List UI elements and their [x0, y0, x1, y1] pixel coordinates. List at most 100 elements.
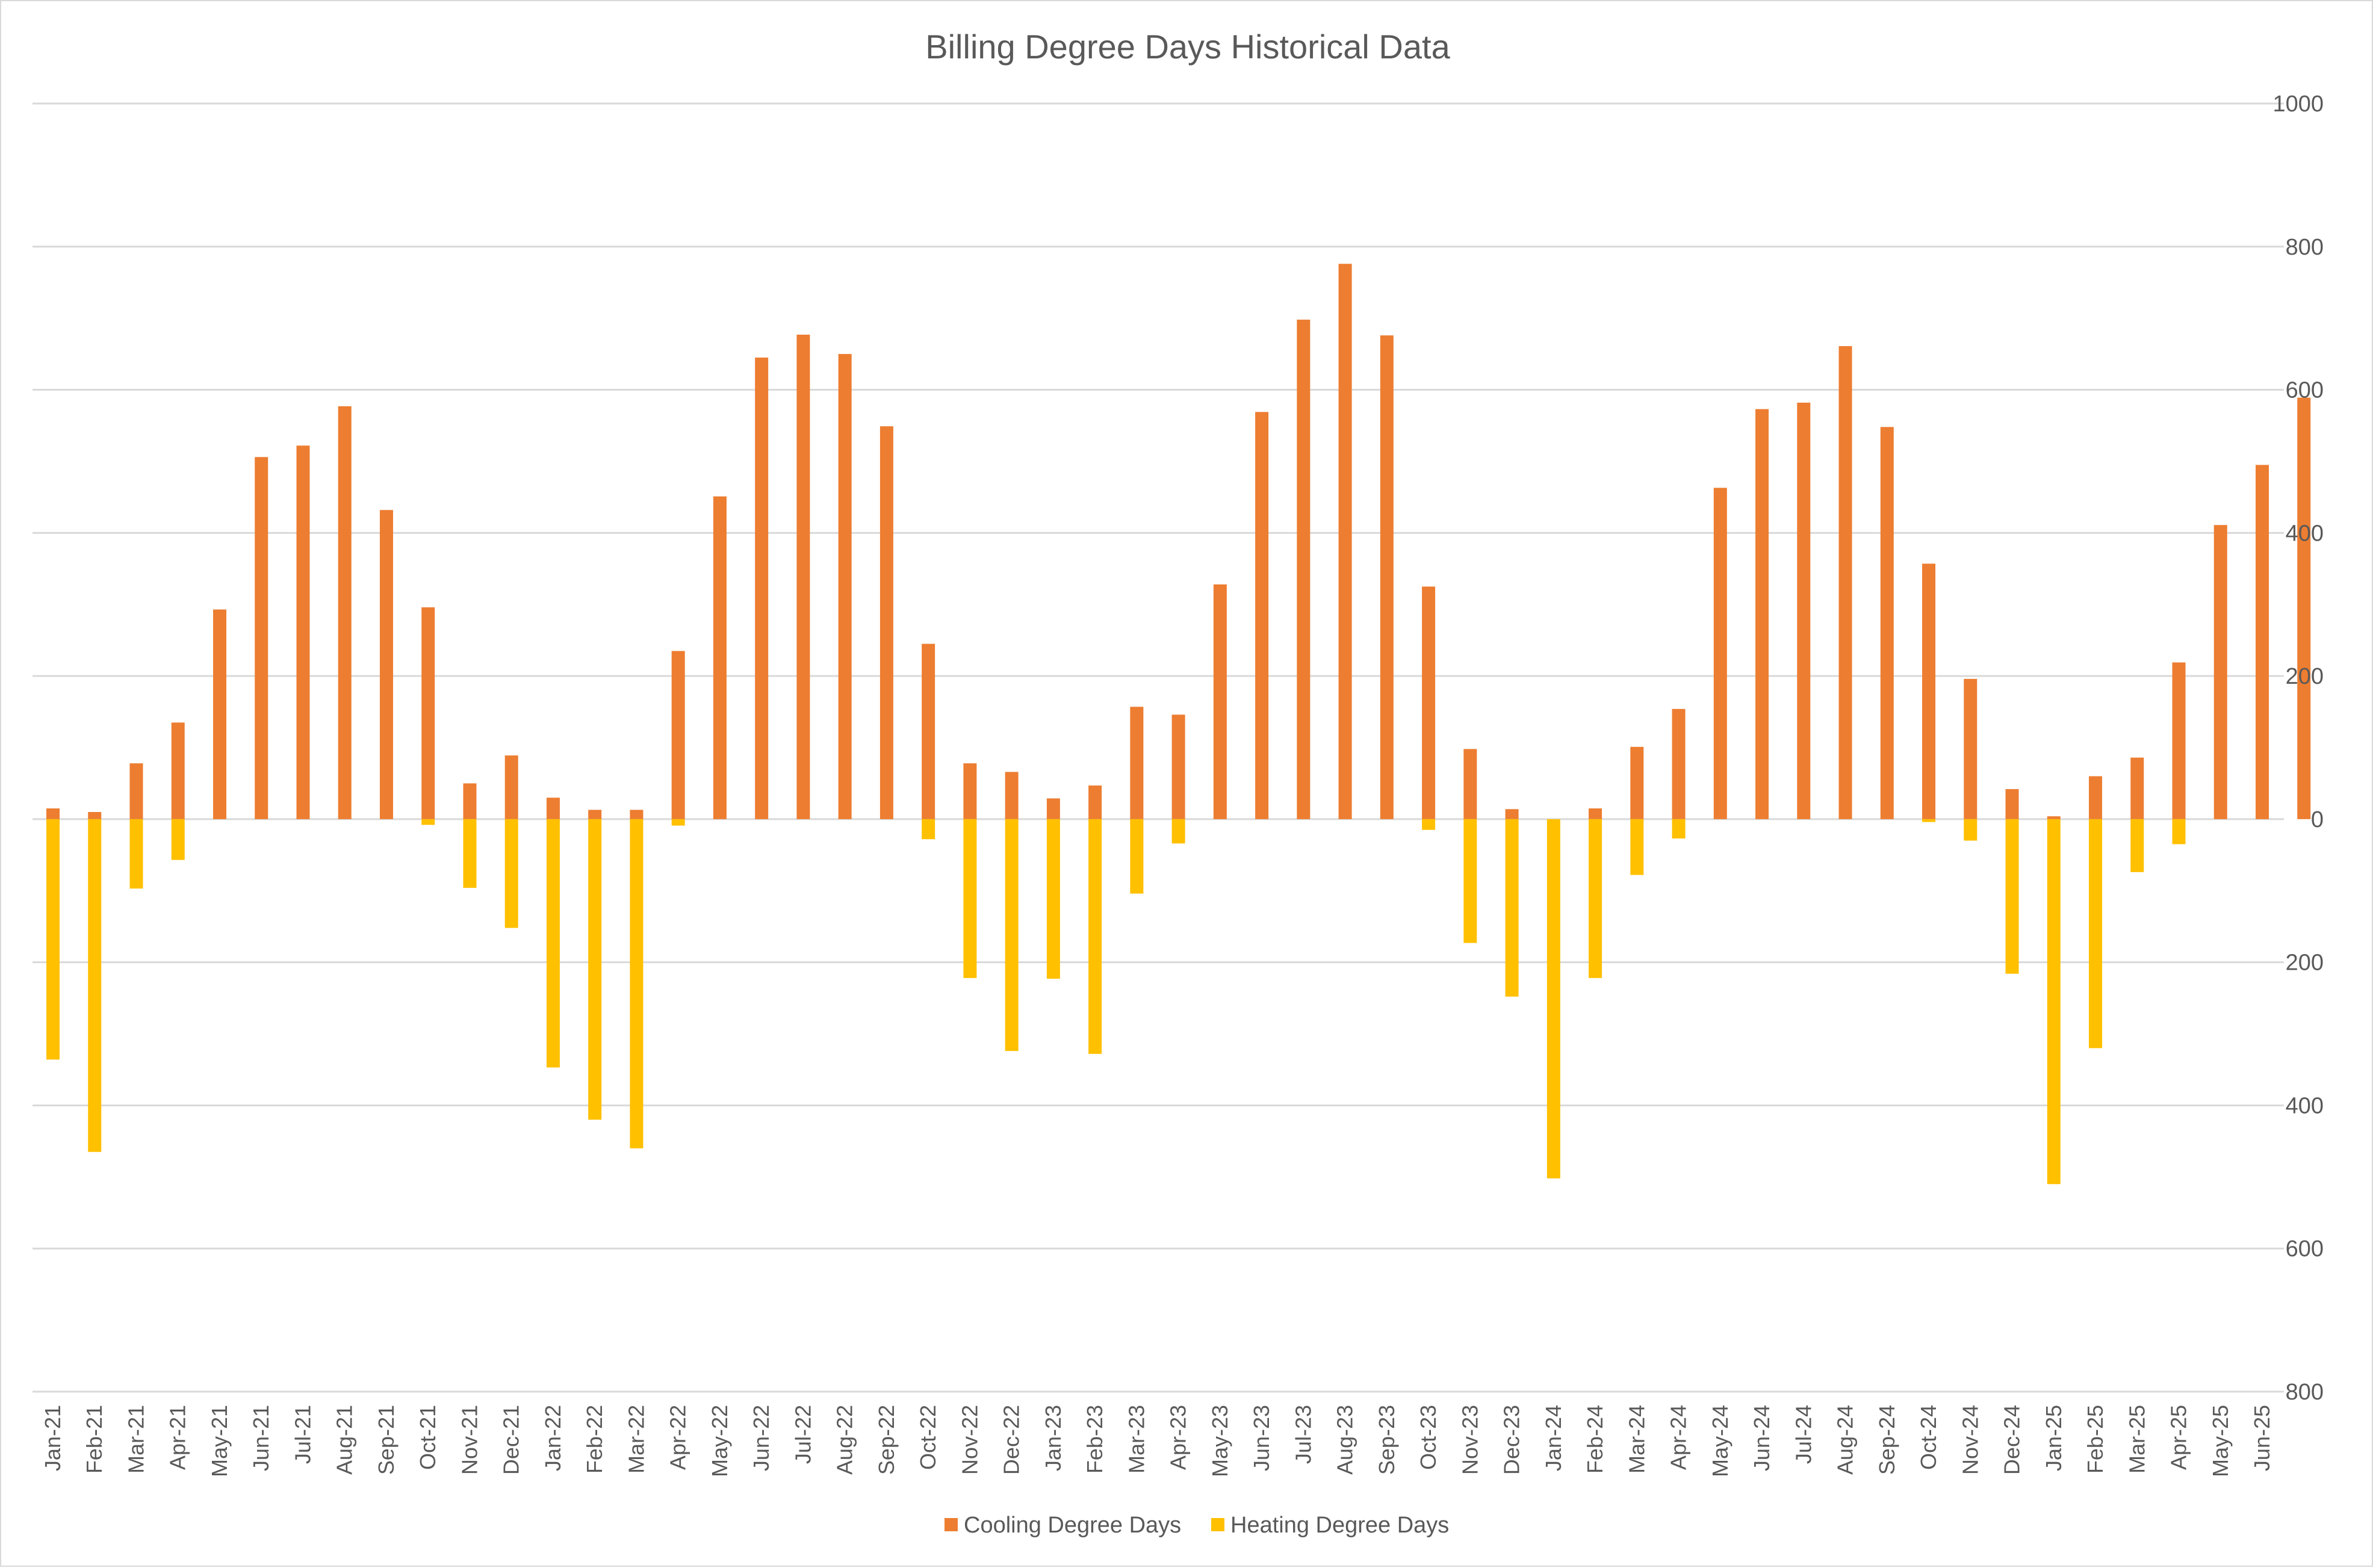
bar [1130, 819, 1144, 894]
bar [1422, 586, 1436, 819]
bar [1546, 819, 1560, 1179]
bar [1297, 320, 1311, 819]
x-category-label: Jul-24 [1791, 1405, 1816, 1464]
x-category-label: Feb-25 [2083, 1405, 2108, 1473]
x-category-label: May-23 [1208, 1405, 1232, 1477]
x-category-label: Sep-21 [374, 1405, 399, 1475]
legend-swatch [945, 1518, 958, 1531]
bar [1589, 808, 1602, 819]
x-category-label: Nov-23 [1457, 1405, 1482, 1475]
bar [2130, 757, 2144, 819]
x-category-label: Mar-22 [624, 1405, 648, 1473]
x-category-label: Jan-21 [40, 1405, 65, 1471]
bar [504, 819, 518, 928]
x-category-label: May-22 [707, 1405, 732, 1477]
x-category-label: Dec-24 [2000, 1405, 2024, 1475]
x-category-label: Nov-24 [1958, 1405, 1982, 1475]
bar [1171, 819, 1185, 844]
bar [46, 819, 60, 1060]
x-category-label: Jun-25 [2250, 1405, 2274, 1471]
bar [421, 607, 435, 819]
y-tick-label: 400 [2286, 1093, 2324, 1118]
bar [1005, 772, 1019, 819]
x-category-label: Aug-22 [833, 1405, 857, 1475]
x-category-label: Jul-23 [1291, 1405, 1315, 1464]
x-category-label: Apr-23 [1166, 1405, 1191, 1470]
x-category-label: Sep-22 [874, 1405, 899, 1475]
x-category-label: Jun-22 [749, 1405, 774, 1471]
gridlines [33, 102, 2284, 1393]
x-category-label: Aug-21 [332, 1405, 357, 1475]
x-category-label: Jan-24 [1541, 1405, 1566, 1471]
bar [1630, 819, 1644, 875]
x-category-label: Mar-23 [1124, 1405, 1149, 1473]
x-category-label: Feb-23 [1082, 1405, 1107, 1473]
bar [1422, 819, 1436, 830]
bar [1755, 409, 1769, 819]
bar [796, 335, 810, 819]
bar [1463, 819, 1477, 943]
bar [2256, 465, 2269, 819]
y-axis-tick-labels: 1000 800 600 400 200 0 200 400 600 800 [2272, 91, 2324, 1405]
bar [838, 354, 852, 819]
bar [1338, 264, 1352, 819]
bar [1130, 707, 1144, 819]
bar [1672, 819, 1686, 838]
bar [1922, 563, 1936, 819]
y-tick-label: 0 [2311, 807, 2324, 832]
x-category-label: Feb-24 [1583, 1405, 1607, 1473]
x-category-label: Sep-23 [1374, 1405, 1399, 1475]
x-category-label: Apr-25 [2167, 1405, 2191, 1470]
bar [1505, 819, 1519, 997]
bar [1380, 335, 1394, 819]
x-category-label: May-24 [1708, 1405, 1732, 1477]
bar [1088, 819, 1102, 1054]
bar [171, 819, 185, 860]
bar [922, 819, 935, 840]
x-category-label: Nov-22 [957, 1405, 982, 1475]
bar [212, 609, 226, 819]
bar [463, 819, 477, 888]
bar [2005, 819, 2019, 974]
x-category-label: Nov-21 [457, 1405, 482, 1475]
bar [755, 358, 769, 819]
bars [46, 264, 2311, 1185]
bar [1213, 584, 1227, 819]
x-category-label: Mar-24 [1624, 1405, 1649, 1473]
x-category-label: Feb-22 [582, 1405, 607, 1473]
x-category-label: Oct-23 [1416, 1405, 1441, 1470]
y-tick-label: 400 [2286, 521, 2324, 546]
bar [630, 810, 644, 819]
x-category-label: May-21 [207, 1405, 232, 1477]
bar [1964, 819, 1978, 841]
legend-label: Cooling Degree Days [964, 1513, 1181, 1538]
bar [255, 457, 268, 819]
bar [963, 763, 977, 819]
bar [129, 763, 143, 819]
x-category-label: Apr-22 [666, 1405, 690, 1470]
x-category-label: Jun-21 [249, 1405, 273, 1471]
bar [546, 798, 560, 819]
x-category-label: Jan-25 [2041, 1405, 2066, 1471]
bar [1880, 427, 1894, 819]
bar [671, 651, 685, 819]
bar [1171, 714, 1185, 819]
bar [588, 810, 602, 819]
x-category-label: Jun-24 [1749, 1405, 1774, 1471]
x-category-label: Mar-21 [123, 1405, 148, 1473]
bar [296, 445, 310, 819]
bar [2089, 819, 2103, 1049]
y-tick-label: 200 [2286, 664, 2324, 689]
x-category-label: Jun-23 [1249, 1405, 1274, 1471]
bar [1797, 402, 1811, 819]
x-category-label: Jan-22 [541, 1405, 565, 1471]
bar [338, 406, 352, 819]
x-category-label: Aug-23 [1333, 1405, 1357, 1475]
bar [1589, 819, 1602, 978]
legend: Cooling Degree Days Heating Degree Days [945, 1513, 1449, 1538]
bar [1922, 819, 1936, 822]
bar [671, 819, 685, 826]
x-category-label: Apr-21 [166, 1405, 190, 1470]
bar [1630, 746, 1644, 819]
